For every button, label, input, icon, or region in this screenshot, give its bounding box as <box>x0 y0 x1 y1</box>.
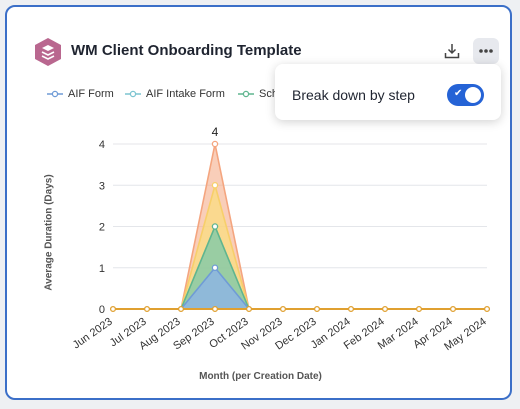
baseline-point <box>279 305 287 313</box>
download-icon <box>444 44 460 59</box>
y-tick-label: 0 <box>99 304 105 316</box>
x-axis-label: Month (per Creation Date) <box>199 371 322 382</box>
baseline-point <box>109 305 117 313</box>
data-point <box>211 140 219 148</box>
series-area <box>113 185 487 309</box>
y-tick-label: 2 <box>99 222 105 234</box>
legend-line-icon <box>238 90 254 98</box>
data-point <box>211 181 219 189</box>
legend-label: AIF Form <box>68 88 114 100</box>
layers-logo-icon <box>35 38 61 66</box>
baseline-point <box>483 305 491 313</box>
more-horizontal-icon <box>479 49 493 53</box>
y-axis-label: Average Duration (Days) <box>43 174 55 291</box>
baseline-point <box>143 305 151 313</box>
legend-line-icon <box>47 90 63 98</box>
baseline-point <box>313 305 321 313</box>
series-area <box>113 267 487 309</box>
card-title: WM Client Onboarding Template <box>71 42 302 59</box>
more-options-button[interactable] <box>473 38 499 64</box>
baseline-point <box>177 305 185 313</box>
legend-label: AIF Intake Form <box>146 88 225 100</box>
series-line <box>113 182 487 310</box>
x-tick-label: Jun 2023 <box>71 316 115 352</box>
chart-card: WM Client Onboarding Template AIF Form AI… <box>5 5 512 400</box>
legend-item[interactable]: Sch <box>238 88 278 100</box>
legend-line-icon <box>125 90 141 98</box>
baseline-point <box>381 305 389 313</box>
legend-item[interactable]: AIF Form <box>47 88 114 100</box>
check-icon: ✔ <box>454 88 463 99</box>
baseline-point <box>245 305 253 313</box>
legend-label: Sch <box>259 88 278 100</box>
baseline-point <box>415 305 423 313</box>
data-label: 4 <box>212 125 219 139</box>
toggle-knob <box>465 87 481 103</box>
y-tick-label: 1 <box>99 263 105 275</box>
baseline-point <box>347 305 355 313</box>
baseline-point <box>449 305 457 313</box>
legend-item[interactable]: AIF Intake Form <box>125 88 225 100</box>
break-down-label: Break down by step <box>292 87 415 103</box>
y-tick-label: 4 <box>99 139 105 151</box>
y-tick-label: 3 <box>99 180 105 192</box>
options-popover: Break down by step ✔ <box>275 64 501 120</box>
break-down-toggle[interactable]: ✔ <box>447 84 484 106</box>
series-line <box>113 266 487 310</box>
baseline-point <box>211 305 219 313</box>
data-point <box>211 223 219 230</box>
download-button[interactable] <box>439 38 465 64</box>
data-point <box>211 264 219 271</box>
